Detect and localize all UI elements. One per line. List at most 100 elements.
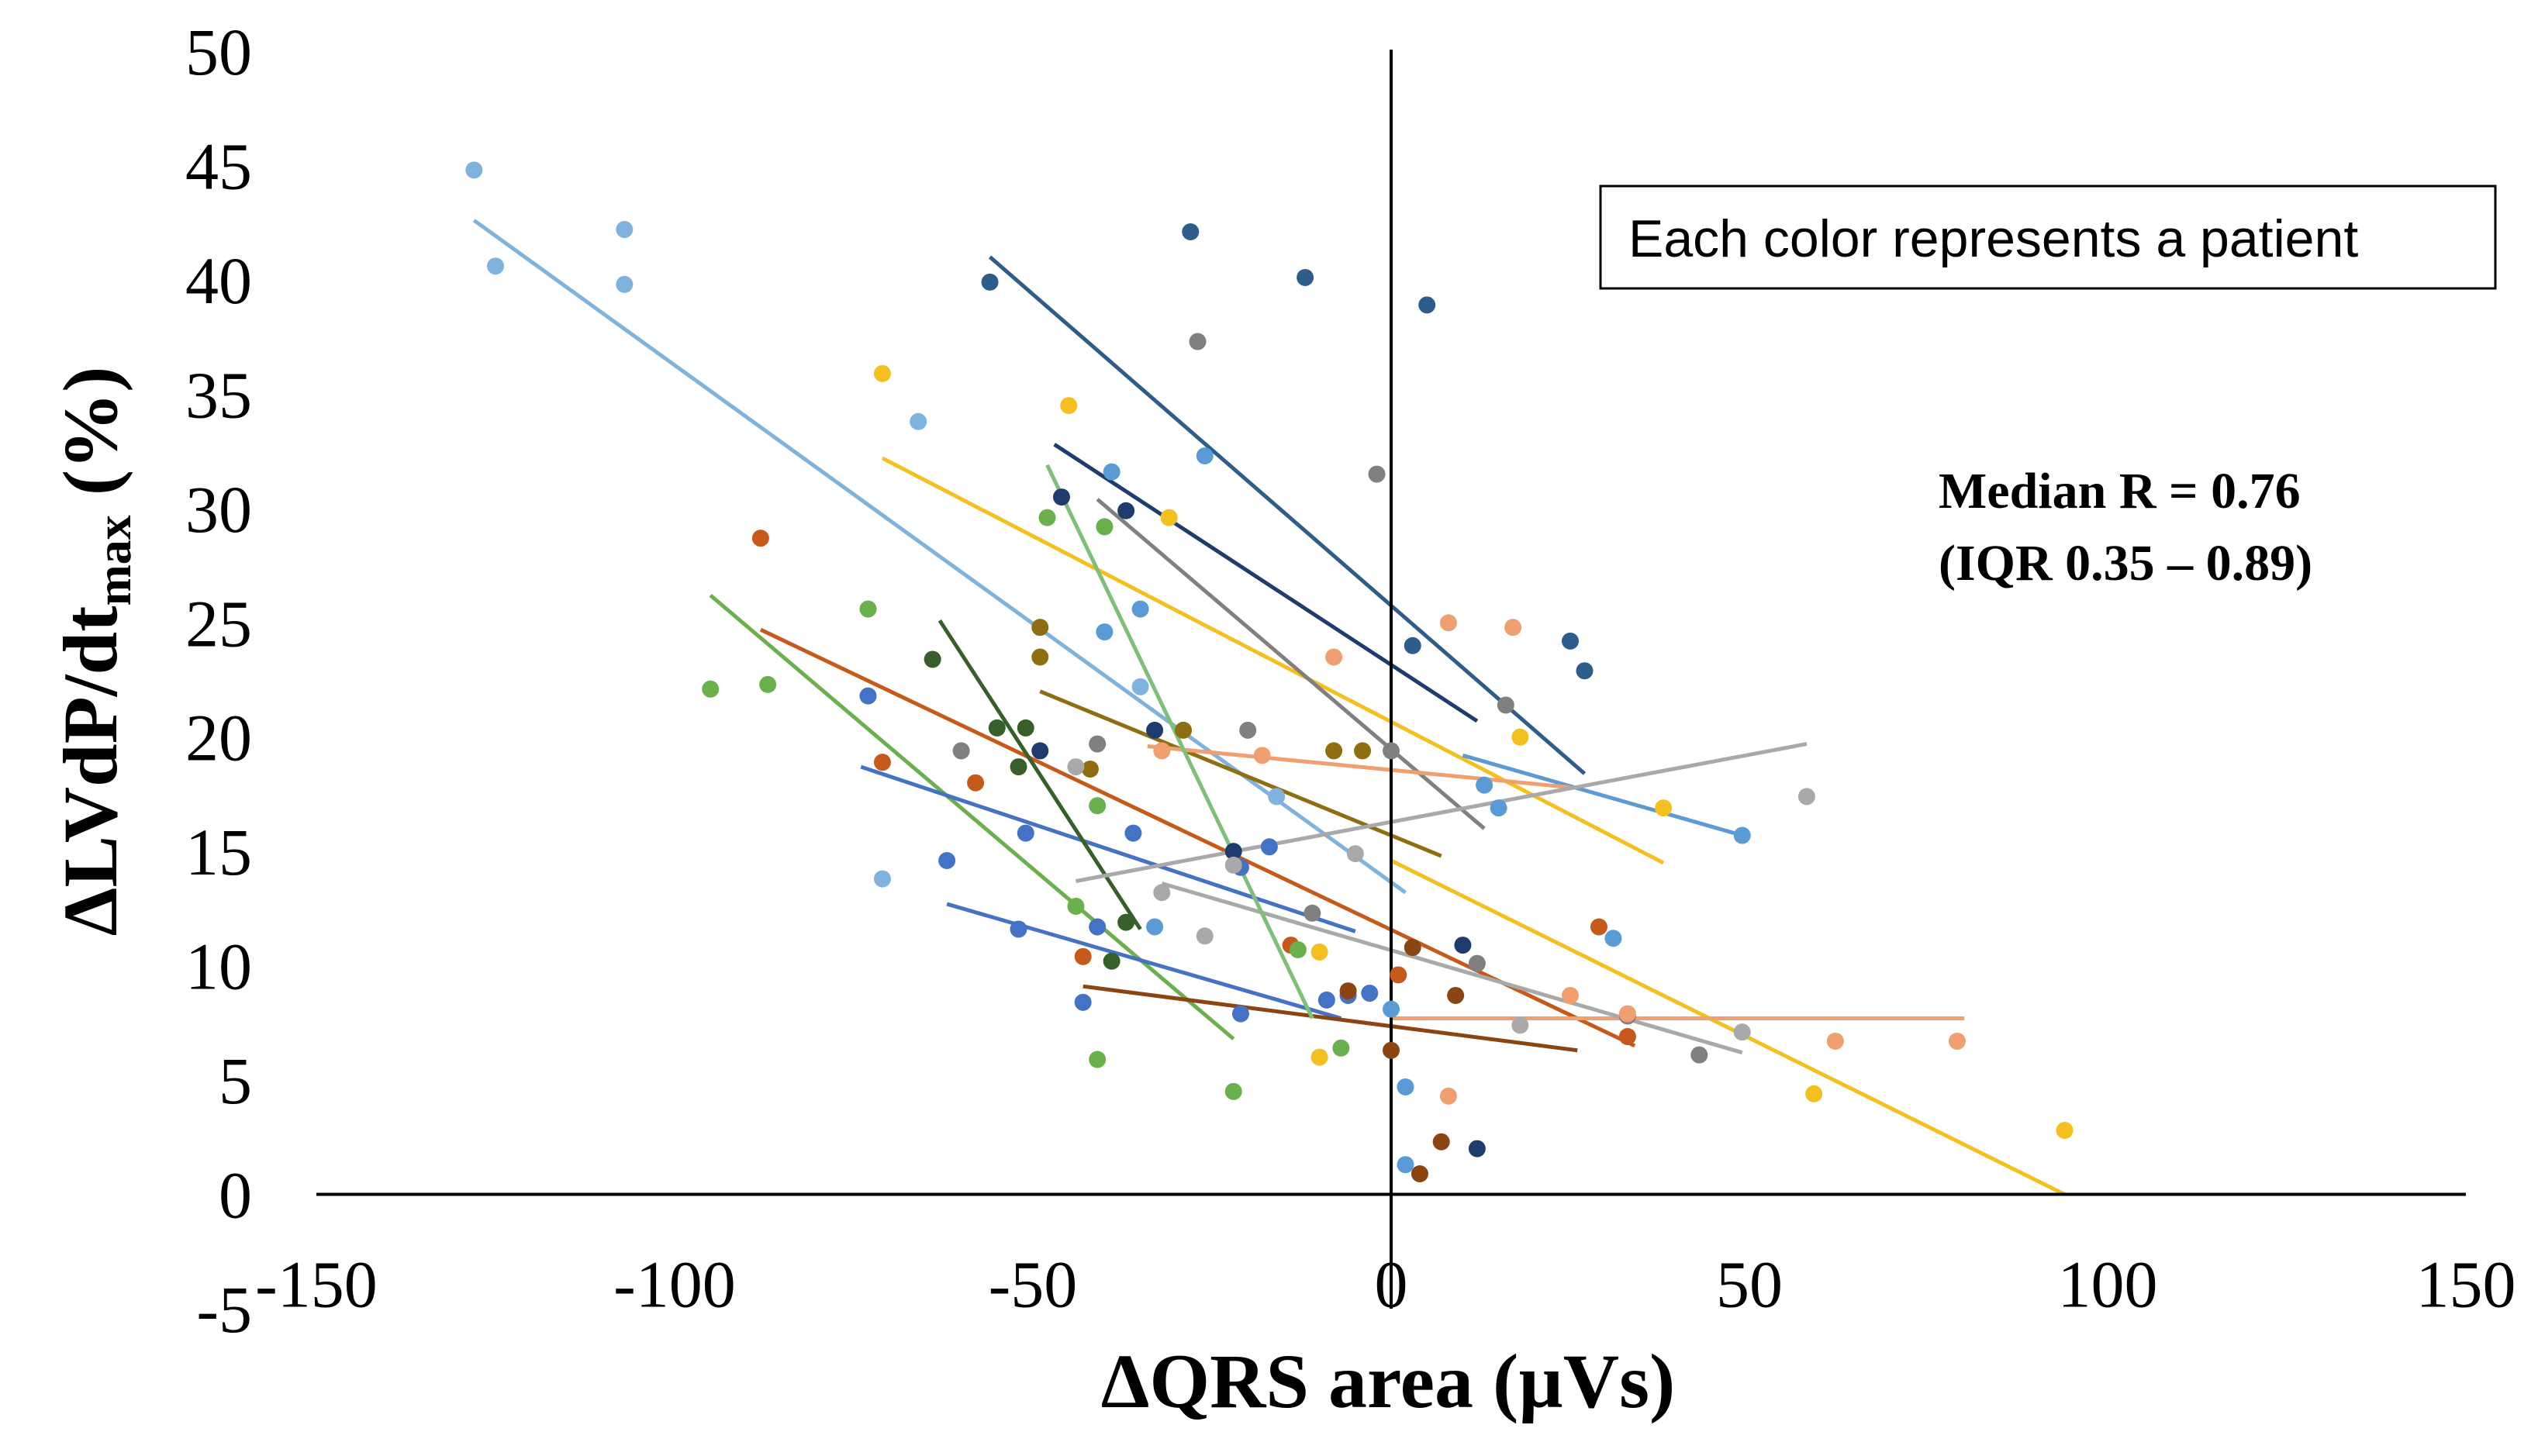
trend-line-patient-18 <box>1083 984 1578 1053</box>
iqr-annotation: (IQR 0.35 – 0.89) <box>1939 535 2312 592</box>
trend-line-patient-19 <box>1045 464 1314 1020</box>
data-point-patient-3 <box>2056 1121 2074 1139</box>
data-point-patient-14 <box>1325 648 1343 666</box>
data-point-patient-16 <box>1797 788 1815 806</box>
trend-line-patient-9 <box>938 619 1142 930</box>
data-point-patient-6 <box>1332 1039 1350 1057</box>
y-axis-label-suffix: (%) <box>47 367 133 516</box>
data-point-patient-18 <box>1447 986 1465 1004</box>
data-point-patient-13 <box>1103 463 1121 481</box>
data-point-patient-2 <box>1576 662 1594 680</box>
data-point-patient-12 <box>1189 333 1207 350</box>
data-point-patient-1 <box>1268 788 1286 806</box>
data-point-patient-3 <box>1060 397 1078 415</box>
y-tick-label: -5 <box>196 1272 252 1347</box>
y-tick-label: 20 <box>185 701 252 775</box>
data-point-patient-13 <box>1131 600 1149 618</box>
data-point-patient-14 <box>1948 1032 1966 1050</box>
data-point-patient-11 <box>1117 502 1135 519</box>
axes <box>316 50 2466 1309</box>
data-point-patient-2 <box>1404 637 1421 654</box>
data-point-patient-10 <box>1031 648 1049 666</box>
data-point-patient-12 <box>1368 465 1386 483</box>
data-point-patient-6 <box>759 675 777 693</box>
data-point-patient-9 <box>1017 719 1034 737</box>
x-tick-label: 100 <box>2058 1247 2158 1322</box>
data-point-patient-12 <box>1468 954 1486 972</box>
x-tick-label: 50 <box>1716 1247 1783 1322</box>
legend-box-text: Each color represents a patient <box>1628 209 2358 268</box>
data-point-patient-4 <box>1310 943 1328 961</box>
data-point-patient-10 <box>1325 742 1343 760</box>
data-point-patient-14 <box>1504 619 1522 637</box>
median-r-annotation: Median R = 0.76 <box>1939 463 2301 519</box>
trend-line-patient-10 <box>1039 689 1442 858</box>
trend-line-patient-2 <box>988 255 1587 775</box>
data-point-patient-3 <box>873 364 891 382</box>
trend-line-patient-5 <box>759 627 1636 1048</box>
data-point-patient-12 <box>1304 904 1321 922</box>
y-tick-label: 35 <box>185 357 252 432</box>
data-point-patient-5 <box>1074 947 1092 965</box>
data-point-patient-5 <box>1390 966 1407 984</box>
data-point-patient-8 <box>1010 920 1027 938</box>
data-point-patient-16 <box>1511 1016 1529 1034</box>
trend-line-patient-6 <box>709 593 1235 1040</box>
data-point-patient-13 <box>1733 826 1751 844</box>
data-point-patient-9 <box>1010 758 1027 776</box>
data-point-patient-1 <box>465 161 483 179</box>
trend-line-patient-16 <box>1075 742 1808 883</box>
data-point-patient-8 <box>1231 1005 1249 1023</box>
trend-line-patient-12 <box>1096 498 1486 830</box>
data-point-patient-9 <box>988 719 1006 737</box>
trend-line-patient-1 <box>472 219 1407 895</box>
data-point-patient-13 <box>1604 930 1622 947</box>
data-point-patient-17 <box>1196 927 1214 945</box>
data-point-patient-10 <box>1081 761 1099 778</box>
data-point-patient-11 <box>1031 742 1049 760</box>
y-tick-label: 45 <box>185 129 252 203</box>
trend-line-patient-4 <box>1390 858 2066 1196</box>
data-point-patient-6 <box>1096 518 1114 536</box>
tick-labels: -150 -100 -50 0 50 100 150-5051015202530354045… <box>185 15 2516 1347</box>
y-tick-label: 30 <box>185 472 252 547</box>
trend-lines <box>472 219 2066 1196</box>
data-point-patient-9 <box>1103 952 1121 970</box>
data-point-patient-2 <box>981 273 999 291</box>
data-point-patient-16 <box>1153 884 1171 902</box>
data-point-patient-11 <box>1052 488 1070 506</box>
data-point-patient-5 <box>1590 918 1607 936</box>
data-point-patient-12 <box>1239 721 1257 739</box>
data-point-patient-6 <box>1038 509 1056 526</box>
x-tick-label: -100 <box>613 1247 736 1322</box>
x-tick-label: 0 <box>1375 1247 1408 1322</box>
x-axis-label: ΔQRS area (µVs) <box>1101 1338 1676 1424</box>
data-point-patient-14 <box>1153 742 1171 760</box>
data-point-patient-14 <box>1439 614 1457 632</box>
data-point-patient-13 <box>1397 1078 1414 1095</box>
trend-line-patient-8 <box>946 902 1342 1020</box>
data-point-patient-13 <box>1397 1156 1414 1174</box>
data-point-patient-7 <box>859 687 877 705</box>
y-tick-label: 0 <box>219 1158 252 1233</box>
data-point-patient-1 <box>1131 678 1149 695</box>
trend-line-patient-7 <box>860 764 1356 933</box>
data-point-patient-6 <box>1067 897 1085 915</box>
data-point-patient-7 <box>938 851 956 869</box>
data-point-patient-8 <box>1074 993 1092 1011</box>
trend-line-patient-11 <box>1053 443 1479 723</box>
data-point-patient-1 <box>616 275 634 293</box>
data-point-patient-18 <box>1383 1041 1400 1059</box>
data-point-patient-2 <box>1418 296 1436 314</box>
data-point-patient-12 <box>1089 735 1107 753</box>
data-point-patient-14 <box>1562 986 1579 1004</box>
trend-line-patient-17 <box>1161 882 1743 1055</box>
data-point-patient-18 <box>1404 939 1421 957</box>
data-point-patient-10 <box>1354 742 1372 760</box>
y-tick-label: 10 <box>185 930 252 1004</box>
x-tick-label: -50 <box>989 1247 1078 1322</box>
legend-box: Each color represents a patient <box>1599 185 2497 290</box>
data-point-patient-2 <box>1297 268 1314 286</box>
data-point-patient-9 <box>1117 913 1135 931</box>
